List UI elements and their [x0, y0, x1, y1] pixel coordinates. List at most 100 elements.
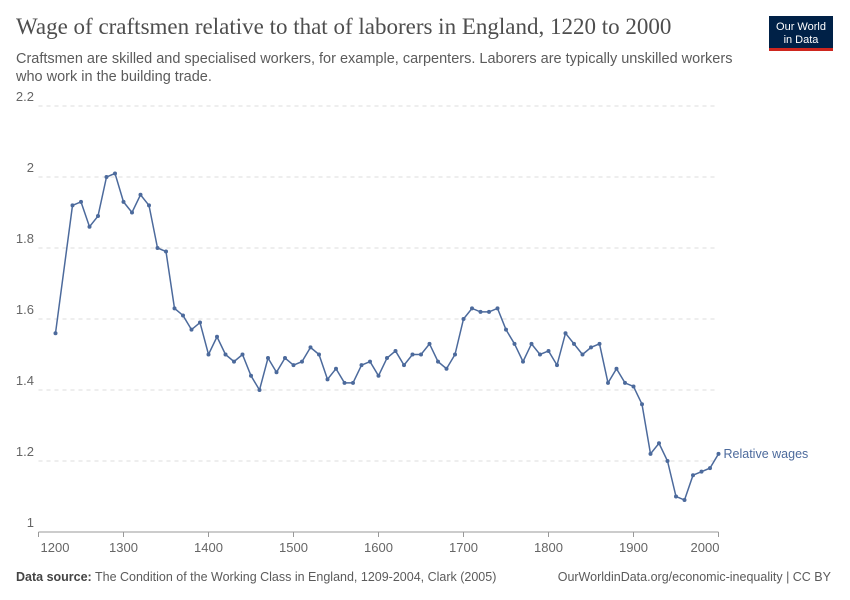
x-tick-label: 1300	[109, 540, 138, 555]
chart-title: Wage of craftsmen relative to that of la…	[16, 14, 671, 39]
point	[470, 306, 474, 311]
x-tick-label: 1500	[279, 540, 308, 555]
point	[291, 363, 296, 368]
point	[708, 466, 712, 471]
chart-subtitle: Craftsmen are skilled and specialised wo…	[16, 51, 732, 67]
point	[113, 171, 117, 176]
point	[359, 363, 364, 368]
point	[699, 469, 704, 474]
logo-underline	[769, 48, 833, 51]
point	[606, 380, 610, 385]
point	[436, 359, 440, 364]
point	[342, 380, 347, 385]
x-tick-label: 1400	[194, 540, 223, 555]
point	[461, 317, 466, 321]
source-text: The Condition of the Working Class in En…	[95, 570, 496, 584]
point	[147, 203, 151, 208]
point	[563, 331, 568, 336]
point	[521, 359, 525, 364]
point	[249, 373, 253, 378]
point	[427, 341, 432, 346]
point	[198, 320, 202, 325]
point	[223, 352, 228, 357]
point	[79, 199, 83, 204]
point	[300, 359, 304, 364]
logo-text: Our World	[776, 21, 826, 33]
point	[317, 352, 321, 357]
point	[444, 366, 449, 371]
point	[504, 327, 508, 332]
point	[614, 366, 619, 371]
point	[138, 192, 143, 197]
point	[376, 373, 381, 378]
point	[130, 210, 134, 215]
point	[402, 363, 406, 368]
point	[257, 388, 262, 392]
point	[631, 384, 636, 389]
point	[546, 348, 551, 353]
line	[54, 172, 720, 502]
point	[495, 306, 500, 311]
point	[555, 363, 559, 368]
logo-text: in Data	[784, 34, 820, 46]
point	[682, 498, 687, 503]
point	[283, 356, 287, 361]
y-tick-label: 1.2	[16, 444, 34, 459]
point	[419, 352, 423, 357]
point	[368, 359, 372, 364]
y-tick-label: 1	[27, 515, 34, 530]
point	[478, 309, 483, 314]
point	[597, 341, 602, 346]
x-tick-label: 2000	[691, 540, 720, 555]
point	[181, 313, 185, 318]
point	[453, 352, 457, 357]
point	[96, 214, 100, 219]
point	[121, 199, 126, 204]
y-tick-label: 1.8	[16, 231, 34, 246]
point	[623, 380, 627, 385]
point	[572, 341, 576, 346]
x-tick-label: 1700	[449, 540, 478, 555]
x-tick-label: 1900	[619, 540, 648, 555]
point	[410, 352, 415, 357]
y-tick-label: 1.4	[16, 373, 34, 388]
point	[393, 348, 398, 353]
point	[215, 334, 219, 339]
point	[334, 366, 338, 371]
point	[487, 309, 491, 314]
point	[716, 451, 721, 456]
chart-subtitle: who work in the building trade.	[15, 69, 212, 85]
point	[529, 341, 534, 346]
credit[interactable]: OurWorldinData.org/economic-inequality |…	[558, 570, 832, 584]
logo[interactable]: Our World in Data	[769, 16, 833, 51]
point	[164, 249, 168, 254]
point	[325, 377, 330, 382]
point	[589, 345, 593, 350]
x-tick-label: 1200	[41, 540, 70, 555]
point	[240, 352, 245, 357]
point	[232, 359, 236, 364]
y-tick-label: 1.6	[16, 302, 34, 317]
point	[189, 327, 194, 332]
logo-box	[769, 16, 833, 50]
point	[104, 175, 109, 179]
point	[274, 370, 279, 375]
x-tick-label: 1600	[364, 540, 393, 555]
point	[512, 341, 517, 346]
x-tick-label: 1800	[534, 540, 563, 555]
point	[308, 345, 313, 350]
point	[266, 356, 270, 361]
point	[385, 356, 389, 361]
y-tick-label: 2.2	[16, 89, 34, 104]
point	[665, 459, 670, 463]
point	[351, 380, 355, 385]
source-label: Data source:	[16, 570, 92, 584]
point	[206, 352, 211, 357]
y-tick-label: 2	[27, 160, 34, 175]
point	[648, 451, 653, 456]
point	[691, 473, 695, 478]
point	[87, 224, 92, 229]
point	[674, 494, 678, 499]
point	[172, 306, 177, 311]
